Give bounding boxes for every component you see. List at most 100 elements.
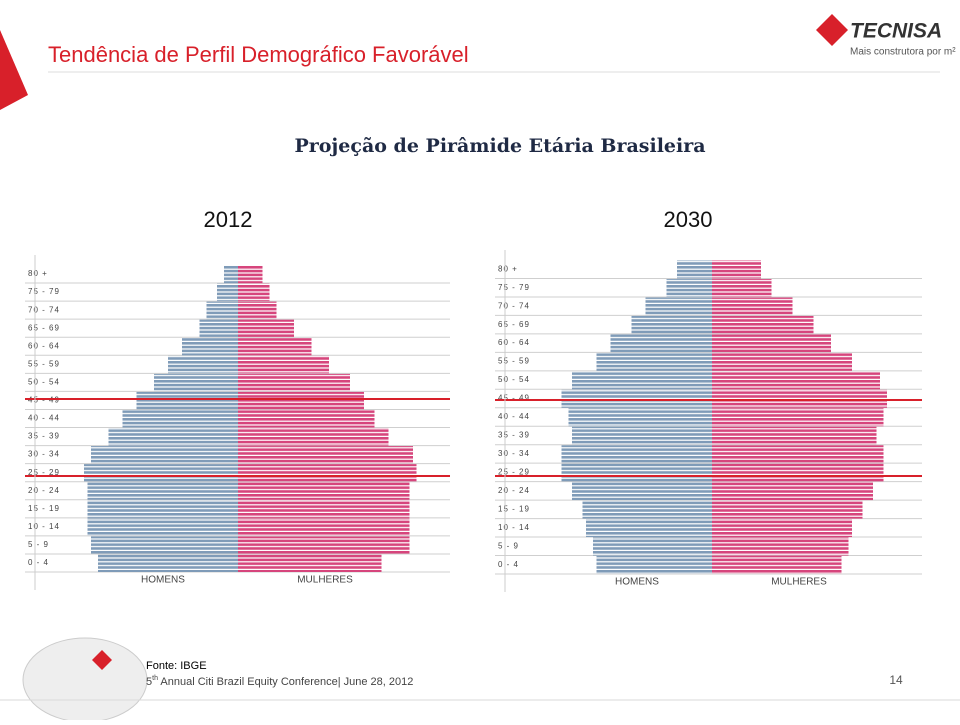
y-tick-label: 20 - 24	[28, 486, 60, 495]
y-tick-label: 5 - 9	[498, 541, 519, 550]
logo-icon	[816, 14, 848, 46]
bar-women	[712, 426, 877, 445]
bar-women	[712, 463, 884, 482]
bar-women	[712, 352, 852, 371]
bar-women	[238, 355, 329, 374]
footer-ordinal: 5	[146, 676, 152, 688]
y-tick-label: 80 +	[28, 269, 48, 278]
y-tick-label: 80 +	[498, 264, 518, 273]
logo: TECNISA	[850, 20, 942, 43]
legend-label: MULHERES	[297, 575, 353, 586]
bar-women	[712, 278, 772, 297]
bar-women	[238, 337, 312, 356]
bar-men	[677, 260, 712, 279]
corner-accent	[0, 30, 28, 110]
bar-men	[645, 297, 712, 316]
y-tick-label: 75 - 79	[28, 287, 60, 296]
bar-men	[182, 337, 238, 356]
bar-women	[238, 536, 410, 554]
bar-women	[712, 334, 831, 353]
bar-men	[84, 464, 238, 482]
bar-men	[596, 352, 712, 371]
bar-women	[238, 319, 294, 338]
bar-women	[238, 265, 263, 284]
helmet	[22, 637, 148, 723]
bar-men	[217, 283, 238, 302]
bar-women	[238, 518, 410, 536]
bar-men	[98, 554, 238, 572]
bar-men	[572, 371, 712, 390]
y-tick-label: 35 - 39	[498, 431, 530, 440]
source: Fonte: IBGE	[146, 660, 207, 672]
y-tick-label: 10 - 14	[498, 523, 530, 532]
bar-women	[238, 283, 270, 302]
page-number: 14	[889, 673, 903, 687]
legend-label: HOMENS	[141, 575, 185, 586]
bar-women	[238, 482, 410, 500]
y-tick-label: 30 - 34	[28, 450, 60, 459]
y-tick-label: 45 - 49	[498, 394, 530, 403]
y-tick-label: 35 - 39	[28, 432, 60, 441]
y-tick-label: 30 - 34	[498, 449, 530, 458]
bar-women	[712, 297, 793, 316]
bar-men	[572, 426, 712, 445]
bar-men	[593, 537, 712, 556]
bar-women	[238, 301, 277, 320]
bar-men	[87, 518, 238, 536]
tagline: Mais construtora por m²	[850, 47, 956, 58]
bar-men	[596, 555, 712, 574]
bar-men	[168, 355, 238, 374]
bar-women	[238, 391, 364, 410]
y-tick-label: 25 - 29	[498, 468, 530, 477]
y-tick-label: 70 - 74	[498, 301, 530, 310]
footer: 5th Annual Citi Brazil Equity Conference…	[146, 675, 413, 688]
bar-women	[712, 500, 863, 519]
helmet-logo	[92, 650, 112, 670]
y-tick-label: 5 - 9	[28, 540, 49, 549]
bar-men	[154, 373, 238, 392]
bar-women	[238, 373, 350, 392]
y-tick-label: 65 - 69	[498, 320, 530, 329]
y-tick-label: 0 - 4	[28, 558, 49, 567]
y-tick-label: 55 - 59	[498, 357, 530, 366]
bar-men	[199, 319, 238, 338]
chart-title: 2030	[664, 207, 713, 232]
y-tick-label: 15 - 19	[498, 504, 530, 513]
bar-women	[238, 554, 382, 572]
bar-women	[712, 408, 884, 427]
y-tick-label: 0 - 4	[498, 560, 519, 569]
bar-men	[91, 536, 238, 554]
y-tick-label: 55 - 59	[28, 359, 60, 368]
y-tick-label: 60 - 64	[28, 341, 60, 350]
bar-men	[631, 315, 712, 334]
footer-suffix: th	[152, 675, 158, 682]
y-tick-label: 70 - 74	[28, 305, 60, 314]
bar-men	[610, 334, 712, 353]
y-tick-label: 50 - 54	[28, 377, 60, 386]
bar-men	[91, 445, 238, 464]
bar-women	[712, 537, 849, 556]
subtitle: Projeção de Pirâmide Etária Brasileira	[294, 135, 705, 157]
y-tick-label: 45 - 49	[28, 396, 60, 405]
bar-women	[712, 260, 761, 279]
bar-men	[108, 427, 238, 446]
y-tick-label: 75 - 79	[498, 283, 530, 292]
y-tick-label: 40 - 44	[28, 414, 60, 423]
bar-men	[206, 301, 238, 320]
y-tick-label: 60 - 64	[498, 338, 530, 347]
bar-men	[582, 500, 712, 519]
bar-women	[712, 445, 884, 464]
bar-women	[238, 464, 417, 482]
bar-women	[712, 315, 814, 334]
y-tick-label: 10 - 14	[28, 522, 60, 531]
bar-men	[122, 409, 238, 428]
y-tick-label: 15 - 19	[28, 504, 60, 513]
bar-men	[561, 463, 712, 482]
legend-label: MULHERES	[771, 577, 827, 588]
chart-title: 2012	[204, 207, 253, 232]
bar-men	[572, 482, 712, 501]
bar-men	[586, 518, 712, 538]
slide-title: Tendência de Perfil Demográfico Favoráve…	[48, 42, 469, 67]
bar-women	[238, 427, 389, 446]
